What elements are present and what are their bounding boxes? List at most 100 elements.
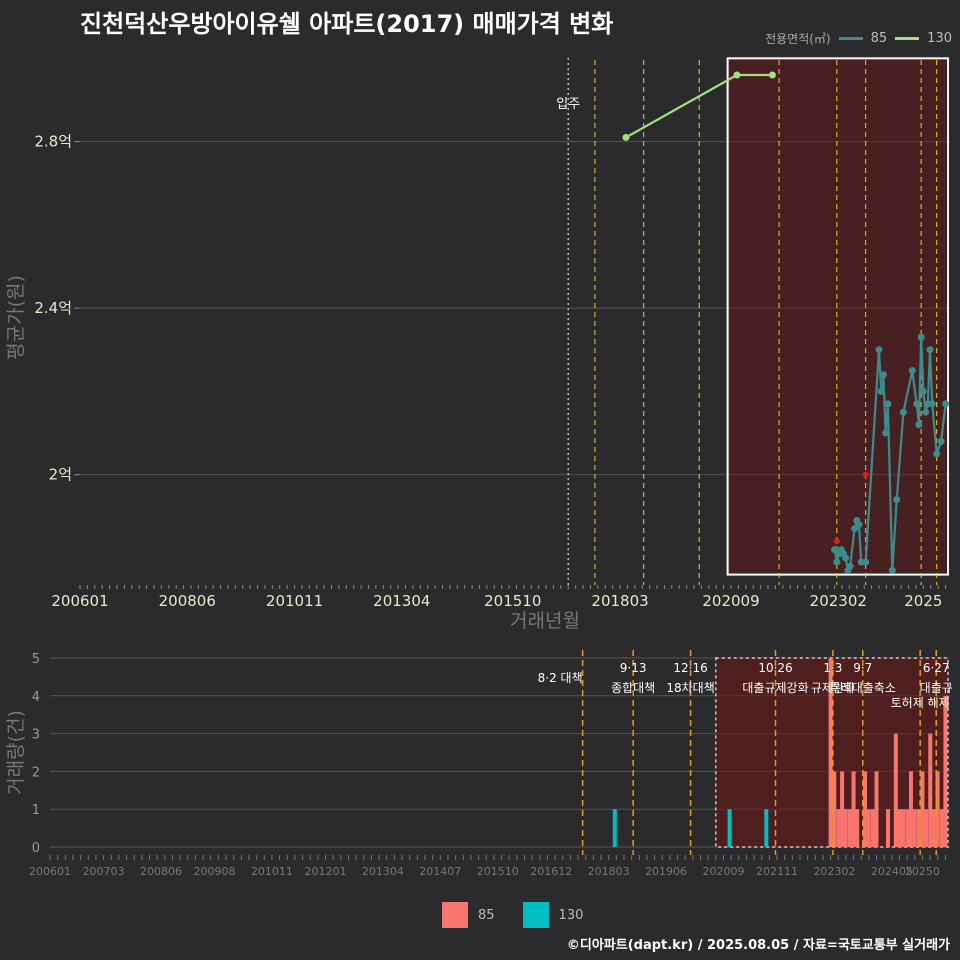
data-point-85 xyxy=(882,429,890,437)
x2-tick-label: 201803 xyxy=(588,865,630,878)
policy-label: 규제완화 xyxy=(811,681,855,695)
legend-bottom-label-130: 130 xyxy=(558,907,584,923)
data-point-85 xyxy=(933,450,941,458)
legend-bottom: 85 130 xyxy=(442,902,583,928)
bar-85 xyxy=(939,809,944,847)
x2-tick-label: 201510 xyxy=(477,865,519,878)
x-tick-label: 2025 xyxy=(904,592,942,610)
y-tick-label: 2억 xyxy=(49,466,72,484)
data-point-85 xyxy=(877,387,885,395)
policy-label: 종합대책 xyxy=(611,680,655,695)
bar-85 xyxy=(916,809,921,847)
data-point-85 xyxy=(862,558,870,566)
y2-tick-label: 2 xyxy=(32,765,40,780)
y2-tick-label: 0 xyxy=(32,841,40,856)
bar-85 xyxy=(912,809,917,847)
data-point-85 xyxy=(893,496,901,504)
chart-title: 진천덕산우방아이유쉘 아파트(2017) 매매가격 변화 xyxy=(80,10,614,38)
bar-85 xyxy=(931,809,936,847)
x2-tick-label: 200703 xyxy=(83,865,125,878)
x2-tick-label: 201612 xyxy=(530,865,572,878)
data-point-85 xyxy=(922,408,930,416)
bar-85 xyxy=(874,771,879,847)
x2-tick-label: 202405 xyxy=(871,865,913,878)
policy-label: 대출규 xyxy=(920,681,953,695)
legend-label-85: 85 xyxy=(870,31,888,46)
data-point-85 xyxy=(942,400,950,408)
x-tick-label: 200601 xyxy=(51,592,108,610)
legend-line-85 xyxy=(838,37,863,40)
x2-tick-label: 20250 xyxy=(905,865,940,878)
data-point-85 xyxy=(937,437,945,445)
data-point-85 xyxy=(831,546,839,554)
data-point-85 xyxy=(855,521,863,529)
highlight-box xyxy=(726,57,949,576)
bar-85 xyxy=(828,658,833,847)
data-point-85 xyxy=(875,346,883,354)
policy-label: 18차대책 xyxy=(666,680,714,695)
legend-line-130 xyxy=(895,37,920,40)
x-tick-label: 202302 xyxy=(810,592,867,610)
movein-label: 입주 xyxy=(556,97,580,112)
x-tick-label: 202009 xyxy=(702,592,759,610)
bar-85 xyxy=(851,771,856,847)
bar-85 xyxy=(840,771,845,847)
y-tick-label: 2.8억 xyxy=(34,133,72,151)
x-tick-label: 201011 xyxy=(266,592,323,610)
data-point-85 xyxy=(915,421,923,429)
policy-date: 10·26 xyxy=(758,661,792,675)
highlight-marker xyxy=(862,471,869,478)
bar-85 xyxy=(943,695,948,847)
x2-tick-label: 202009 xyxy=(702,865,744,878)
x2-tick-label: 200908 xyxy=(194,865,236,878)
legend-label-130: 130 xyxy=(927,31,952,46)
bar-85 xyxy=(886,809,891,847)
legend-top: 전용면적(㎡) 85 130 xyxy=(765,30,952,47)
x2-tick-label: 201304 xyxy=(362,865,404,878)
data-point-130 xyxy=(768,71,776,79)
data-point-85 xyxy=(928,400,936,408)
policy-date: 9·7 xyxy=(853,661,872,675)
bar-130 xyxy=(612,809,617,847)
policy-label: 토허제 해제 xyxy=(891,696,950,710)
x-axis-label: 거래년월 xyxy=(510,610,580,632)
x2-tick-label: 200601 xyxy=(29,865,71,878)
policy-date: 6·27 xyxy=(923,661,950,675)
policy-date: 1·3 xyxy=(823,661,842,675)
data-point-85 xyxy=(833,558,841,566)
x-tick-label: 201803 xyxy=(591,592,648,610)
bar-85 xyxy=(935,771,940,847)
y2-tick-label: 1 xyxy=(32,803,40,818)
data-point-85 xyxy=(917,333,925,341)
data-point-130 xyxy=(733,71,741,79)
policy-date: 12·16 xyxy=(673,661,707,675)
bar-85 xyxy=(843,809,848,847)
bar-85 xyxy=(924,809,929,847)
data-point-85 xyxy=(851,525,859,533)
bar-85 xyxy=(866,809,871,847)
legend-title: 전용면적(㎡) xyxy=(765,32,831,46)
legend-bottom-label-85: 85 xyxy=(478,907,495,923)
x2-tick-label: 201201 xyxy=(305,865,347,878)
bar-85 xyxy=(893,733,898,847)
bar-130 xyxy=(764,809,769,847)
data-point-85 xyxy=(919,387,927,395)
data-point-85 xyxy=(842,554,850,562)
x2-tick-label: 201011 xyxy=(251,865,293,878)
y-axis-label: 평균가(원) xyxy=(5,275,27,360)
credit-text: ©디아파트(dapt.kr) / 2025.08.05 / 자료=국토교통부 실… xyxy=(566,938,950,953)
y2-tick-label: 5 xyxy=(32,652,40,667)
bar-85 xyxy=(901,809,906,847)
highlight-marker xyxy=(833,538,840,545)
x2-tick-label: 201407 xyxy=(419,865,461,878)
x2-tick-label: 201906 xyxy=(645,865,687,878)
bar-85 xyxy=(836,809,841,847)
bar-85 xyxy=(905,809,910,847)
bar-85 xyxy=(832,771,837,847)
bar-85 xyxy=(855,809,860,847)
bar-85 xyxy=(928,733,933,847)
bar-85 xyxy=(847,809,852,847)
data-point-85 xyxy=(879,371,887,379)
data-point-85 xyxy=(908,367,916,375)
